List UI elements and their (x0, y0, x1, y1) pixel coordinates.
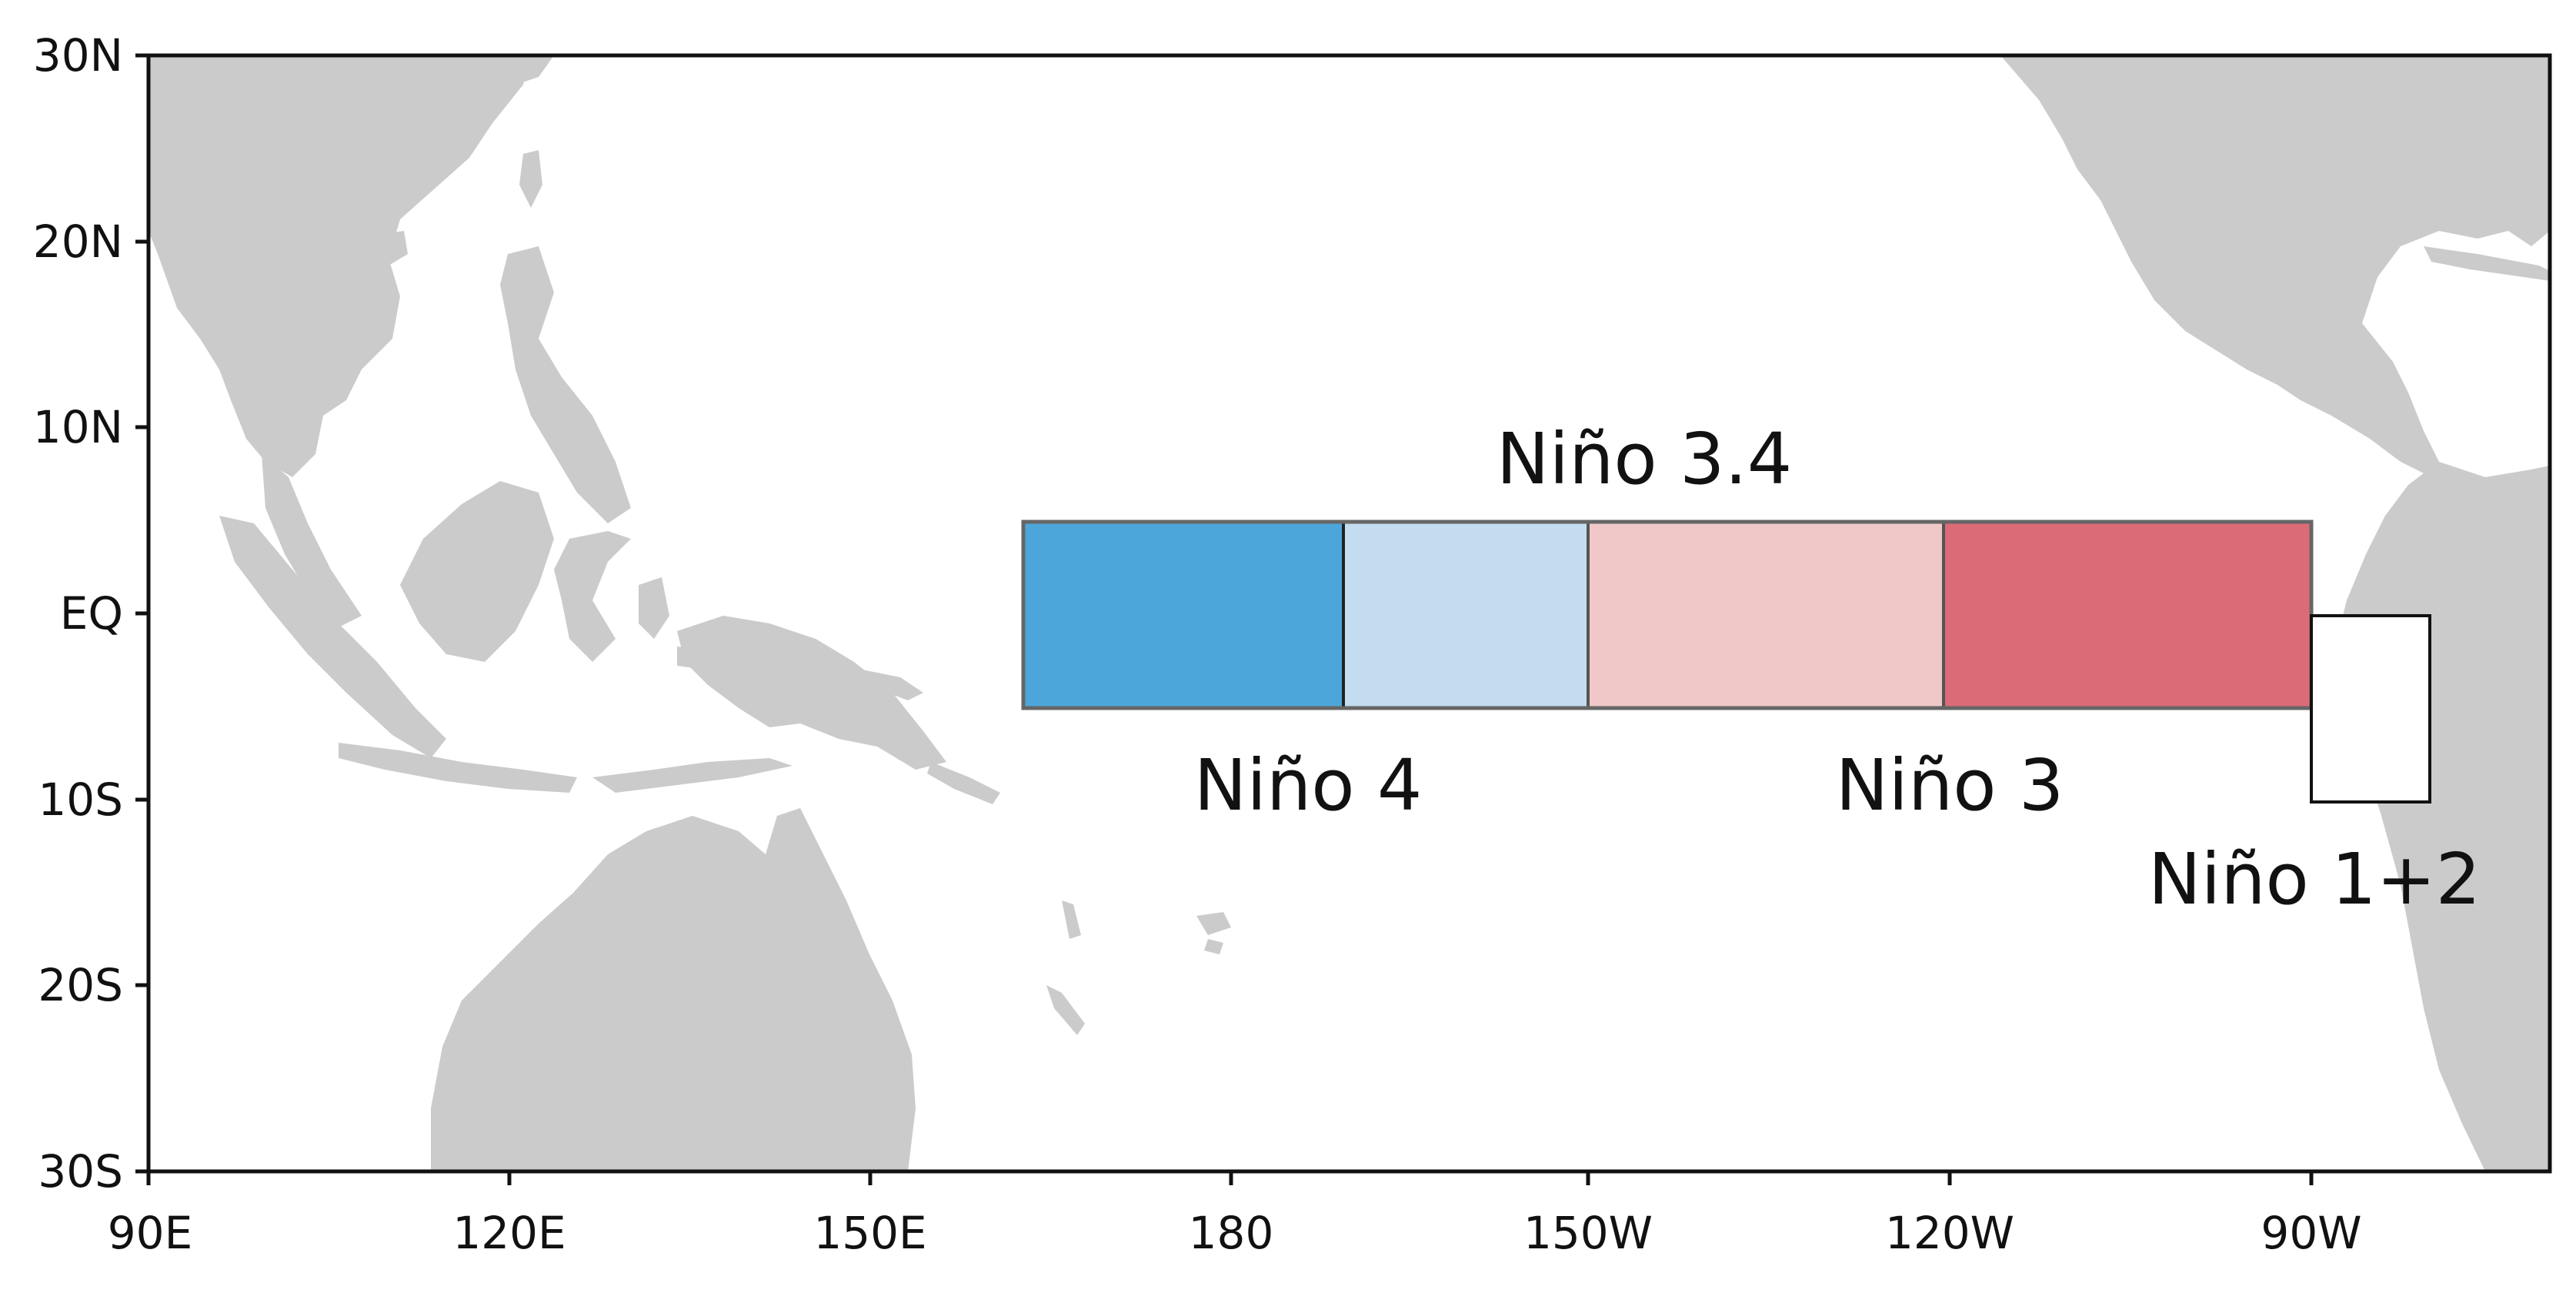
lat-label-30n: 30N (33, 29, 123, 82)
land-hainan (373, 231, 408, 266)
lat-label-10n: 10N (33, 401, 123, 453)
land-maluku (639, 577, 708, 670)
lat-label-30s: 30S (38, 1145, 123, 1198)
lon-tick-labels: 90E 120E 150E 180 150W 120W 90W (108, 1207, 2362, 1259)
nino4-label: Niño 4 (1194, 744, 1423, 827)
lon-label-150e: 150E (813, 1207, 926, 1259)
lon-axis (146, 1171, 2314, 1185)
nino4-west-box (1022, 520, 1345, 710)
nino12-box (2310, 614, 2431, 804)
land-vanuatu (1062, 900, 1081, 939)
lon-label-180: 180 (1189, 1207, 1274, 1259)
land-caribbean (2424, 246, 2550, 281)
nino12-label: Niño 1+2 (2148, 838, 2481, 920)
lat-axis (135, 53, 148, 1174)
land-new-guinea (677, 616, 946, 770)
nino4-east-box (1342, 520, 1590, 710)
land-indochina (148, 55, 531, 477)
lat-label-10s: 10S (38, 773, 123, 826)
nino3-west-box (1587, 520, 1945, 710)
nino3-label: Niño 3 (1836, 744, 2064, 827)
lon-label-90e: 90E (108, 1207, 192, 1259)
landmasses (148, 55, 2550, 1171)
land-japan (508, 55, 554, 85)
land-north-central-america (2000, 55, 2550, 477)
land-sumatra (219, 516, 446, 758)
lon-label-120w: 120W (1885, 1207, 2014, 1259)
land-new-caledonia (1046, 985, 1085, 1035)
lat-tick-labels: 30N 20N 10N EQ 10S 20S 30S (33, 29, 123, 1198)
lat-label-20s: 20S (38, 959, 123, 1011)
land-malay-peninsula (262, 454, 362, 627)
land-philippines (500, 246, 631, 523)
nino34-label: Niño 3.4 (1497, 418, 1793, 500)
nino-regions (1021, 520, 2431, 804)
land-borneo (400, 481, 554, 662)
lon-label-90w: 90W (2261, 1207, 2361, 1259)
land-lesser-sunda (592, 758, 792, 793)
land-taiwan (519, 150, 542, 208)
land-australia (431, 808, 916, 1171)
lon-label-120e: 120E (452, 1207, 566, 1259)
nino3-east-box (1942, 520, 2313, 710)
land-sulawesi (554, 531, 631, 662)
lat-label-eq: EQ (60, 587, 123, 640)
lon-label-150w: 150W (1523, 1207, 1653, 1259)
land-bismarck (862, 670, 1000, 804)
land-fiji (1196, 912, 1231, 954)
lat-label-20n: 20N (33, 216, 123, 268)
land-java (339, 743, 577, 793)
